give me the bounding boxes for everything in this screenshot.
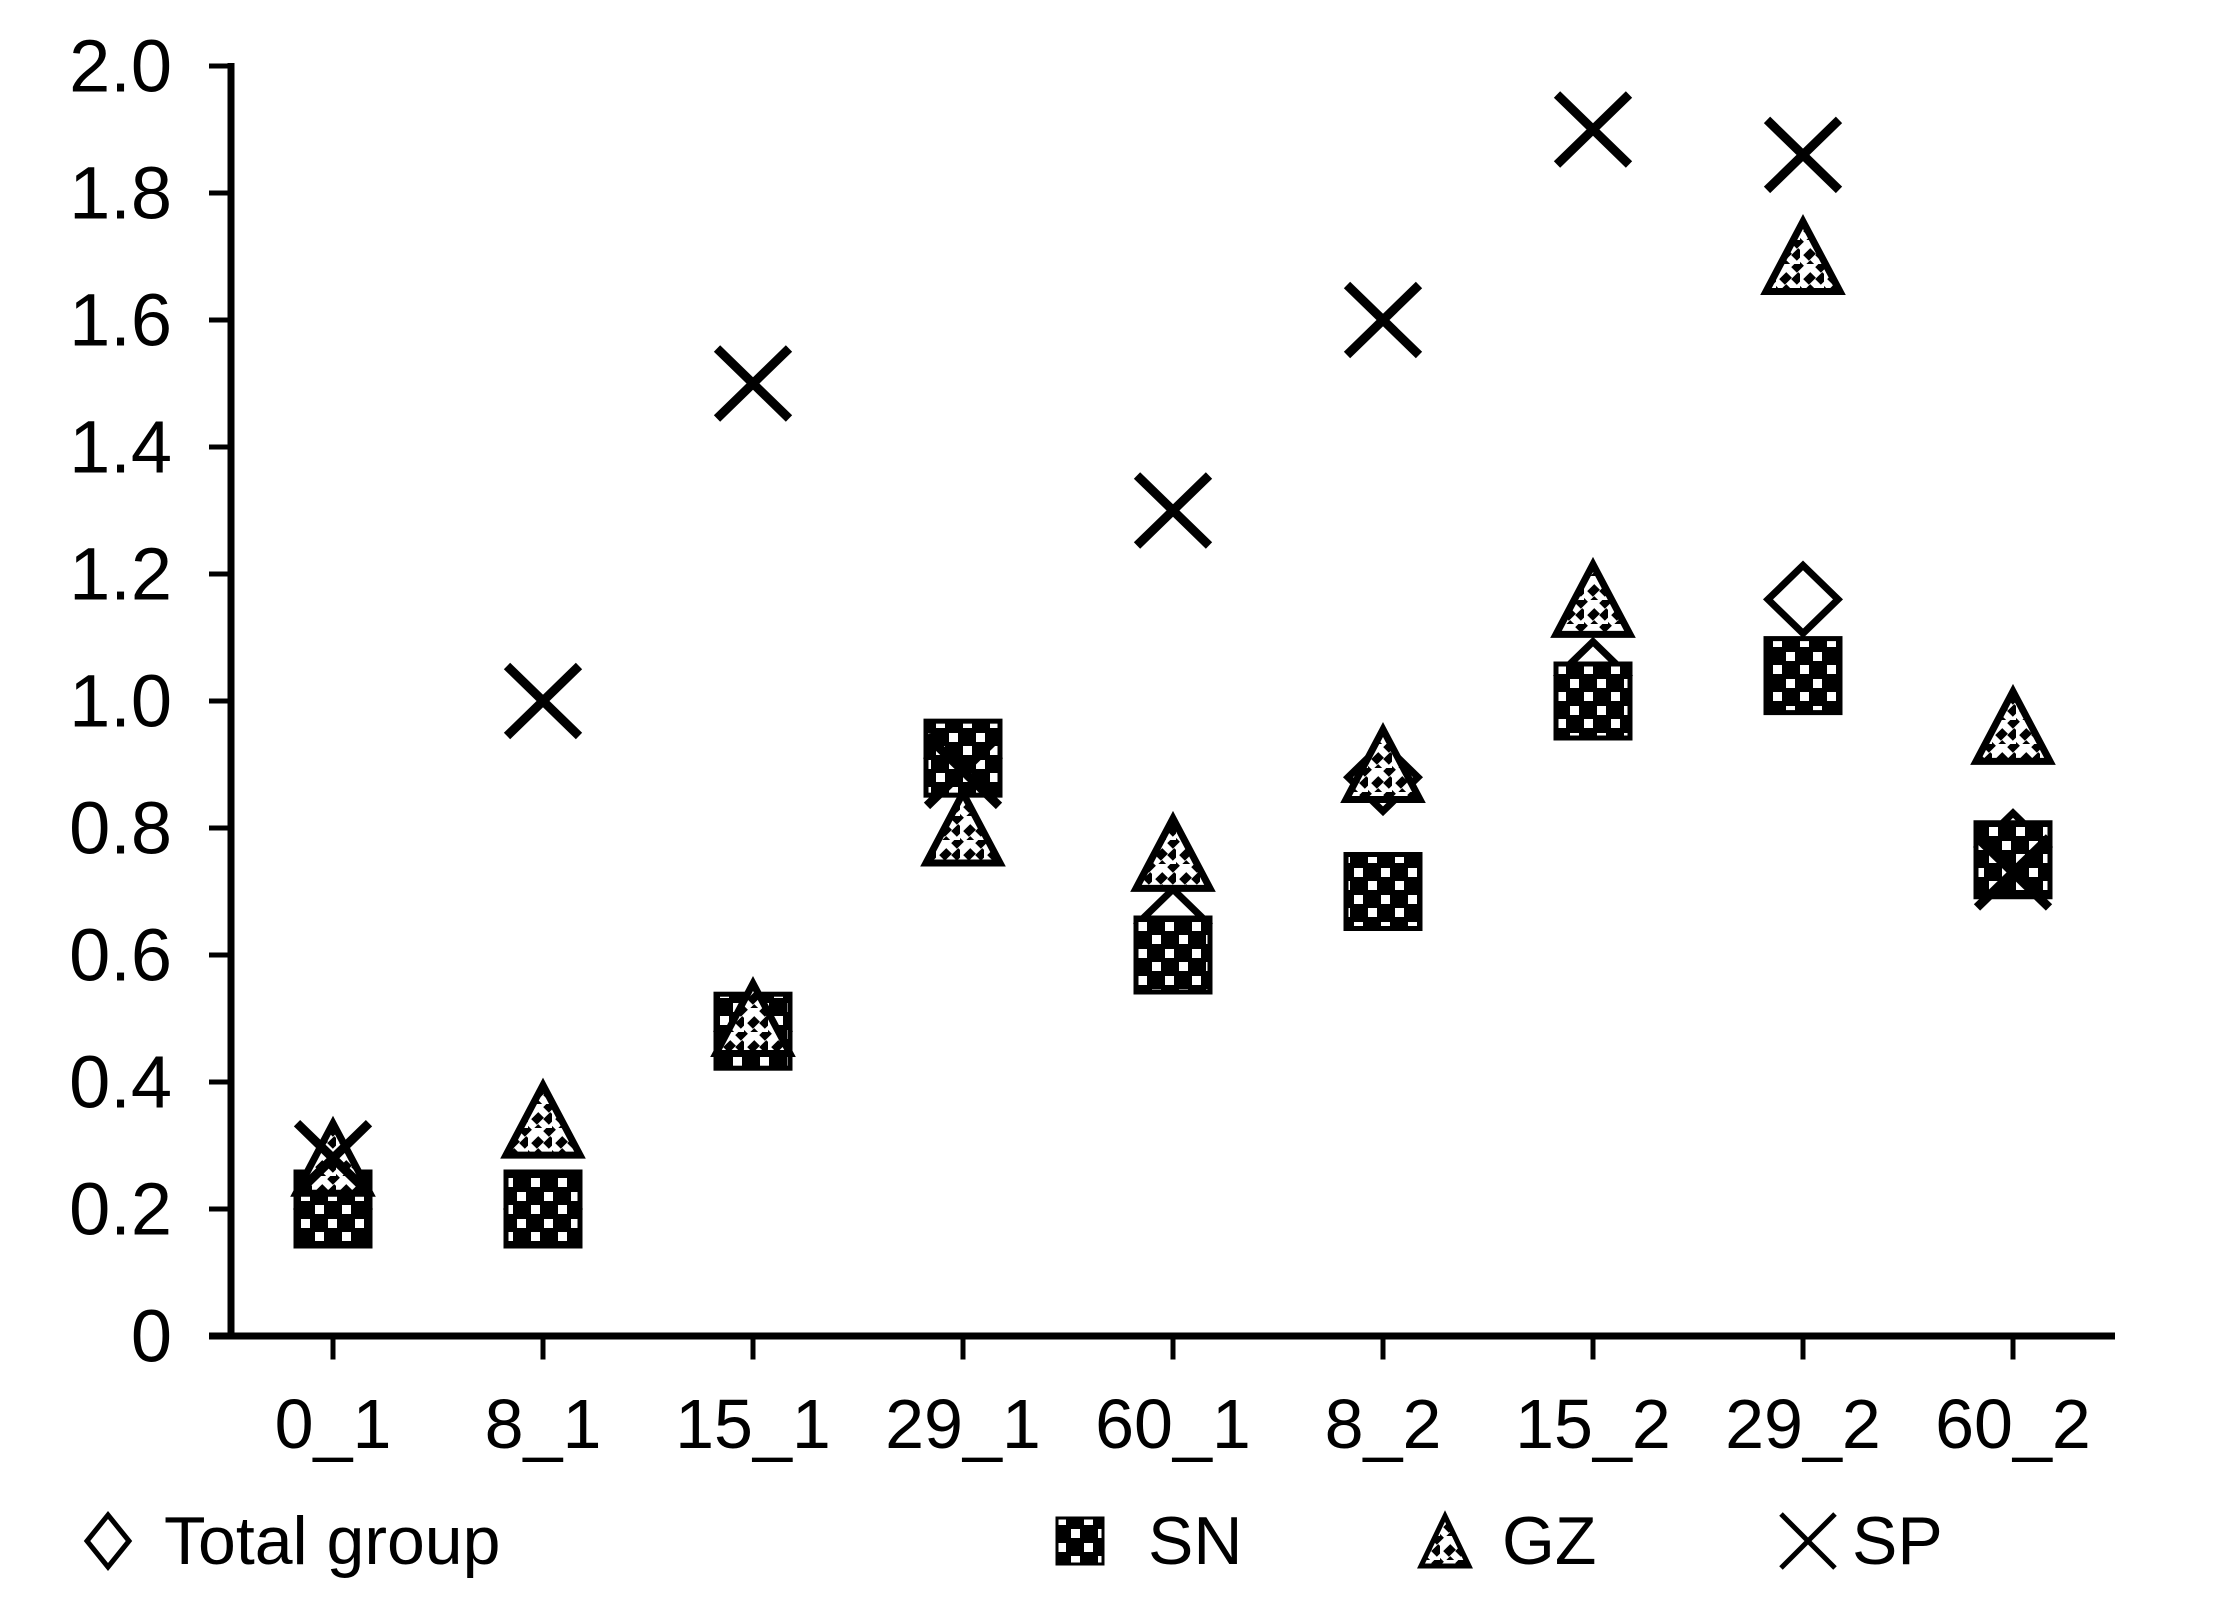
legend-item-sp: SP — [1779, 1503, 1943, 1579]
series-sp — [293, 91, 2053, 1197]
marker-x-cross-29_1 — [923, 732, 1003, 810]
series-sn — [293, 636, 2053, 1249]
y-tick-label: 0.6 — [69, 914, 172, 997]
y-tick-label: 1.6 — [69, 279, 172, 362]
legend-label: SN — [1148, 1503, 1242, 1579]
legend-label: GZ — [1502, 1503, 1596, 1579]
x-tick-label: 29_2 — [1725, 1385, 1881, 1463]
chart-legend: Total group SN GZ SP — [83, 1503, 1943, 1579]
axes: 0 0.2 0.4 0.6 0.8 1.0 1.2 1.4 1.6 1.8 2.0 0_1 8_1 15_… — [69, 25, 2115, 1463]
marker-hatched-triangle-15_2 — [1550, 556, 1636, 638]
y-tick-label: 0.4 — [69, 1041, 172, 1124]
marker-black-square-white-dots-29_2 — [1763, 636, 1843, 716]
marker-x-cross-29_2 — [1763, 116, 1843, 194]
x-tick-label: 8_1 — [485, 1385, 602, 1463]
data-markers — [290, 91, 2056, 1249]
marker-hatched-triangle-29_1 — [920, 785, 1006, 867]
marker-hatched-triangle-8_1 — [500, 1077, 586, 1159]
legend-label: Total group — [164, 1503, 500, 1579]
x-cross-stroke — [1133, 472, 1213, 549]
x-tick-label: 0_1 — [275, 1385, 392, 1463]
x-tick-label: 60_1 — [1095, 1385, 1251, 1463]
marker-black-square-white-dots-60_2 — [1973, 820, 2053, 900]
y-tick-label: 0.2 — [69, 1168, 172, 1251]
x-cross-stroke — [503, 662, 583, 740]
x-cross-stroke — [1343, 281, 1423, 359]
marker-hatched-triangle-60_1 — [1130, 810, 1216, 892]
x-tick-label: 29_1 — [885, 1385, 1041, 1463]
y-tick-label: 1.8 — [69, 152, 172, 235]
marker-x-cross-8_2 — [1343, 281, 1423, 359]
series-gz — [290, 214, 2056, 1197]
legend-item-gz: GZ — [1417, 1503, 1596, 1579]
x-tick-label: 15_1 — [675, 1385, 831, 1463]
legend-open-diamond-icon — [83, 1511, 133, 1571]
x-tick-label: 15_2 — [1515, 1385, 1671, 1463]
marker-open-diamond-29_2 — [1762, 560, 1844, 639]
x-cross-stroke — [293, 1119, 373, 1197]
x-cross-stroke — [1973, 834, 2053, 911]
x-cross-stroke — [1779, 1512, 1837, 1570]
y-tick-label: 1.0 — [69, 660, 172, 743]
marker-x-cross-8_1 — [503, 662, 583, 740]
marker-hatched-triangle-15_1 — [710, 976, 796, 1057]
x-tick-label: 60_2 — [1935, 1385, 2091, 1463]
marker-hatched-triangle-60_2 — [1970, 683, 2056, 765]
x-cross-stroke — [923, 732, 1003, 810]
marker-x-cross-60_1 — [1133, 472, 1213, 549]
x-cross-stroke — [1763, 116, 1843, 194]
marker-hatched-triangle-29_2 — [1760, 214, 1846, 295]
marker-black-square-white-dots-8_2 — [1343, 852, 1423, 931]
x-tick-label: 8_2 — [1325, 1385, 1442, 1463]
x-cross-stroke — [713, 345, 793, 422]
legend-item-sn: SN — [1055, 1503, 1242, 1579]
marker-x-cross-15_1 — [713, 345, 793, 422]
marker-black-square-white-dots-15_2 — [1553, 661, 1633, 741]
y-tick-label: 0 — [131, 1295, 172, 1378]
marker-black-square-white-dots-8_1 — [503, 1169, 583, 1249]
legend-x-cross-icon — [1779, 1512, 1837, 1570]
x-cross-stroke — [1553, 91, 1633, 168]
marker-x-cross-15_2 — [1553, 91, 1633, 168]
legend-label: SP — [1852, 1503, 1943, 1579]
marker-black-square-white-dots-29_1 — [923, 718, 1003, 798]
marker-x-cross-0_1 — [293, 1119, 373, 1197]
y-tick-label: 2.0 — [69, 25, 172, 108]
y-tick-label: 1.2 — [69, 533, 172, 616]
legend-black-square-white-dots-icon — [1055, 1516, 1105, 1566]
y-tick-label: 1.4 — [69, 406, 172, 489]
y-tick-label: 0.8 — [69, 787, 172, 870]
marker-black-square-white-dots-60_1 — [1133, 915, 1213, 995]
marker-x-cross-60_2 — [1973, 834, 2053, 911]
marker-hatched-triangle-8_2 — [1340, 722, 1426, 803]
legend-hatched-triangle-icon — [1417, 1510, 1473, 1569]
legend-item-total-group: Total group — [83, 1503, 500, 1579]
